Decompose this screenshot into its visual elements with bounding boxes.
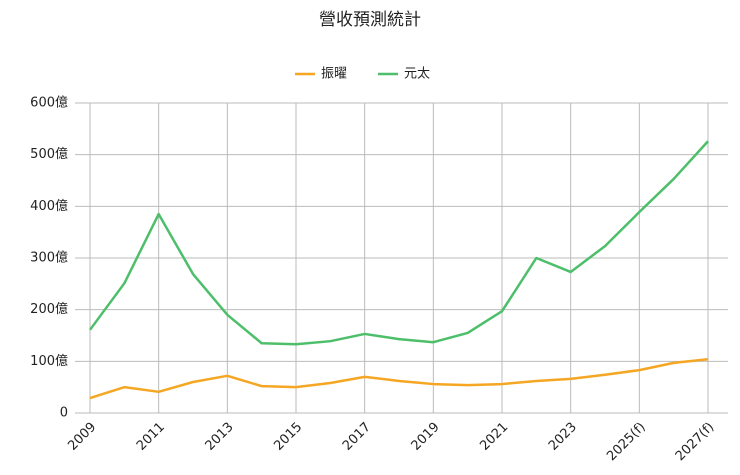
x-tick-label: 2021	[477, 420, 511, 454]
line	[88, 140, 709, 346]
x-tick-label: 2009	[65, 420, 99, 454]
y-tick-label: 0	[60, 406, 68, 421]
x-tick-label: 2025(f)	[604, 420, 648, 464]
y-tick-label: 300億	[30, 250, 68, 266]
y-tick-label: 100億	[30, 353, 68, 369]
x-tick-label: 2027(f)	[673, 420, 717, 464]
y-tick-label: 500億	[30, 146, 68, 162]
x-tick-label: 2019	[409, 420, 443, 454]
x-tick-label: 2013	[203, 420, 237, 454]
x-tick-label: 2015	[271, 420, 305, 454]
x-tick-label: 2011	[134, 420, 168, 454]
legend-label: 振曜	[321, 67, 347, 82]
legend-label: 元太	[404, 67, 430, 82]
y-tick-label: 400億	[30, 198, 68, 214]
chart-title: 營收預測統計	[319, 10, 421, 30]
x-tick-label: 2023	[546, 420, 580, 454]
line	[89, 358, 709, 400]
x-tick-label: 2017	[340, 420, 374, 454]
y-tick-label: 200億	[30, 301, 68, 317]
y-tick-label: 600億	[30, 95, 68, 111]
